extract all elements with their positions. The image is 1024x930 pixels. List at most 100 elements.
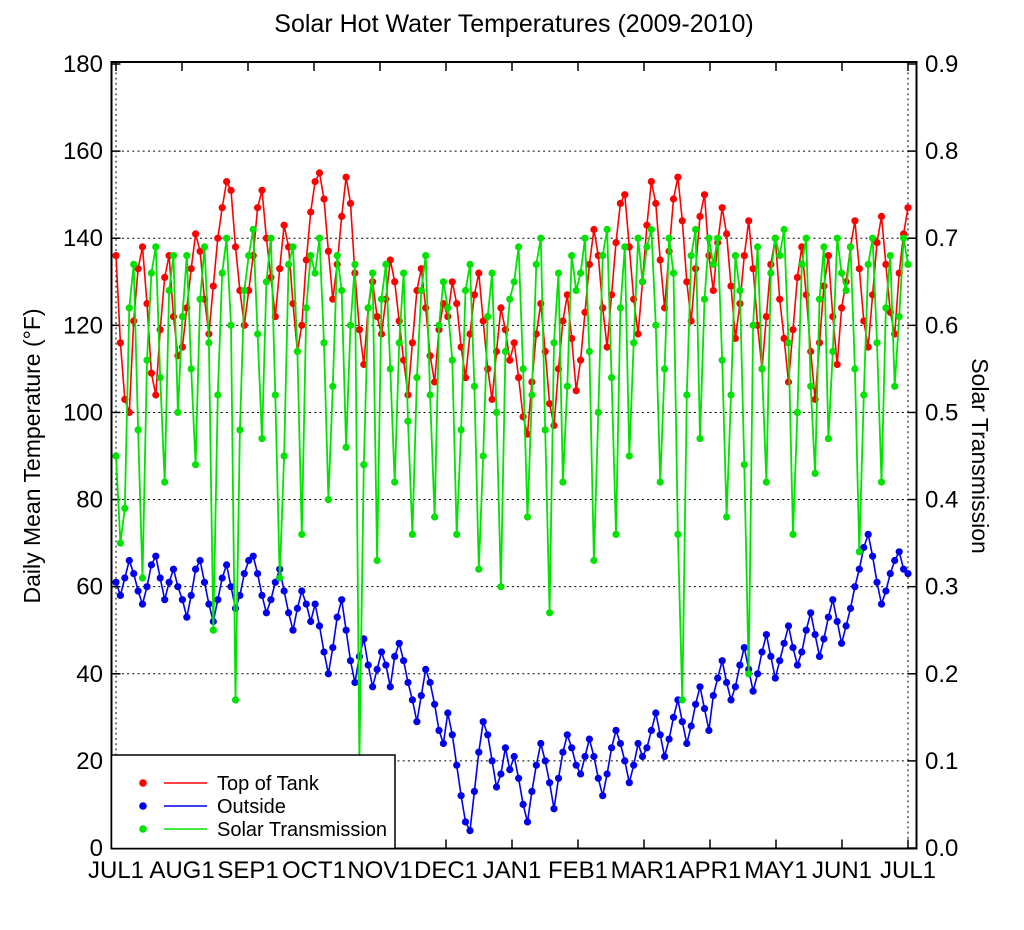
- legend-marker-dot: [139, 779, 147, 787]
- data-point: [218, 269, 226, 277]
- data-point: [231, 243, 240, 251]
- data-point: [488, 395, 496, 403]
- data-point: [497, 770, 505, 778]
- data-point: [435, 321, 443, 329]
- data-point: [754, 243, 762, 251]
- data-point: [776, 657, 784, 665]
- data-point: [780, 639, 788, 647]
- x-tick-label: NOV1: [347, 857, 412, 884]
- data-point: [585, 735, 594, 743]
- data-point: [767, 652, 775, 661]
- data-point: [324, 670, 332, 678]
- data-point: [630, 339, 638, 347]
- data-point: [824, 613, 833, 621]
- left-axis-label: Daily Mean Temperature (°F): [19, 308, 45, 603]
- data-point: [333, 613, 341, 621]
- data-point: [466, 260, 474, 268]
- right-axis-label: Solar Transmission: [967, 358, 993, 554]
- data-point: [218, 204, 226, 212]
- data-point: [342, 443, 350, 451]
- data-point: [643, 744, 651, 752]
- data-point: [603, 343, 611, 351]
- data-point: [838, 639, 846, 647]
- data-point: [227, 186, 235, 194]
- data-point: [355, 326, 363, 334]
- data-point: [492, 783, 501, 791]
- data-point: [165, 578, 173, 586]
- data-point: [484, 731, 492, 739]
- data-point: [470, 291, 478, 299]
- data-point: [302, 256, 310, 264]
- data-point: [404, 417, 412, 425]
- data-point: [793, 408, 802, 416]
- data-point: [355, 652, 363, 661]
- data-point: [214, 391, 222, 399]
- data-point: [621, 757, 629, 765]
- data-point: [254, 204, 262, 212]
- data-point: [276, 574, 284, 582]
- data-point: [315, 234, 324, 242]
- data-point: [329, 382, 337, 390]
- series-solar-transmission: [112, 225, 912, 765]
- data-point: [187, 365, 195, 373]
- left-tick-label: 60: [76, 574, 103, 601]
- data-point: [214, 596, 222, 604]
- data-point: [479, 317, 487, 325]
- data-point: [851, 217, 859, 225]
- data-point: [223, 178, 231, 186]
- data-point: [727, 391, 735, 399]
- data-point: [669, 269, 678, 277]
- data-point: [285, 260, 293, 268]
- data-point: [612, 530, 620, 539]
- data-point: [453, 761, 461, 769]
- data-point: [864, 343, 872, 351]
- data-point: [169, 252, 178, 260]
- chart-title: Solar Hot Water Temperatures (2009-2010): [274, 10, 753, 38]
- data-point: [152, 243, 160, 251]
- data-point: [855, 265, 863, 273]
- data-point: [886, 570, 894, 578]
- data-point: [537, 234, 545, 242]
- right-tick-label: 0.6: [925, 312, 958, 339]
- data-point: [448, 356, 456, 364]
- data-point: [187, 591, 195, 600]
- data-point: [891, 556, 899, 565]
- left-tick-label: 180: [63, 51, 103, 78]
- data-point: [762, 631, 771, 639]
- data-point: [705, 234, 713, 242]
- data-point: [134, 265, 142, 273]
- data-point: [731, 252, 740, 260]
- data-point: [532, 260, 540, 268]
- data-point: [656, 256, 664, 264]
- data-point: [647, 726, 656, 735]
- data-point: [413, 718, 421, 726]
- data-point: [616, 304, 625, 312]
- data-point: [904, 570, 912, 578]
- data-point: [665, 234, 673, 242]
- data-point: [683, 278, 691, 286]
- data-point: [369, 269, 377, 277]
- data-point: [900, 234, 908, 242]
- data-point: [240, 570, 248, 578]
- data-point: [293, 347, 301, 356]
- x-tick-label: JUL1: [880, 857, 936, 884]
- data-point: [351, 260, 359, 268]
- data-point: [634, 330, 642, 338]
- data-point: [807, 347, 815, 356]
- data-point: [833, 234, 841, 242]
- legend-item-label: Top of Tank: [217, 773, 320, 795]
- data-point: [700, 191, 709, 199]
- data-point: [718, 657, 726, 665]
- data-point: [882, 587, 890, 595]
- data-point: [714, 234, 722, 242]
- data-point: [869, 552, 877, 560]
- data-point: [475, 269, 483, 277]
- data-point: [112, 578, 120, 586]
- data-point: [510, 339, 518, 347]
- data-point: [165, 286, 173, 295]
- data-point: [669, 713, 678, 721]
- data-point: [829, 347, 837, 356]
- data-point: [762, 478, 771, 486]
- data-point: [767, 269, 775, 277]
- data-point: [400, 657, 408, 665]
